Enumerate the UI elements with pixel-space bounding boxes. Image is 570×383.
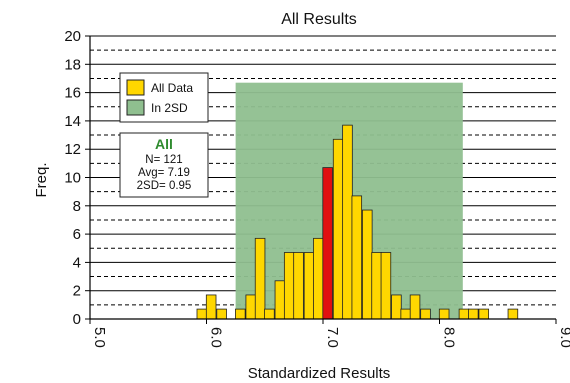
histogram-bar: [235, 308, 246, 320]
histogram-bar: [507, 308, 519, 320]
histogram-bar: [420, 308, 431, 320]
y-tick-label: 14: [64, 113, 81, 130]
y-tick-label: 18: [64, 56, 81, 73]
histogram-bar: [391, 294, 402, 320]
x-tick-label: 5.0: [91, 327, 108, 348]
histogram-bar: [283, 252, 295, 320]
histogram-bar: [293, 252, 304, 320]
histogram-bar: [264, 308, 275, 320]
histogram-bar: [313, 237, 324, 320]
histogram-bar: [409, 294, 421, 320]
legend: All Data In 2SD: [119, 72, 209, 123]
stats-avg: Avg= 7.19: [138, 167, 190, 179]
legend-swatch-in-2sd: [126, 99, 145, 116]
legend-label-in-2sd: In 2SD: [151, 101, 188, 115]
histogram-bar: [303, 252, 315, 320]
y-tick-label: 10: [64, 170, 81, 187]
y-tick-label: 0: [73, 311, 81, 328]
y-tick-labels: 0 2 4 6 8 10 12 14 16 18 20: [64, 28, 90, 328]
histogram-bar: [216, 308, 227, 320]
histogram-bar: [342, 124, 353, 320]
histogram-bar: [458, 308, 470, 320]
y-tick-label: 6: [73, 226, 81, 243]
histogram-bar: [351, 195, 363, 320]
y-tick-label: 16: [64, 85, 81, 102]
stats-2sd: 2SD= 0.95: [137, 180, 192, 192]
stats-heading: All: [155, 136, 173, 152]
y-tick-label: 20: [64, 28, 81, 45]
x-axis-title: Standardized Results: [248, 365, 391, 382]
y-tick-label: 8: [73, 198, 81, 215]
x-tick-label: 8.0: [441, 327, 458, 348]
legend-label-all-data: All Data: [151, 81, 193, 95]
legend-swatch-all-data: [126, 79, 145, 96]
histogram-bar: [371, 252, 382, 320]
x-tick-label: 9.0: [557, 327, 570, 348]
x-tick-labels: 5.0 6.0 7.0 8.0 9.0: [89, 319, 570, 348]
stats-box: All N= 121 Avg= 7.19 2SD= 0.95: [119, 132, 209, 198]
y-tick-label: 12: [64, 141, 81, 158]
histogram-bar: [205, 294, 217, 320]
histogram-bar: [362, 209, 373, 320]
histogram-bar: [196, 308, 208, 320]
histogram-bar: [332, 138, 344, 320]
stats-n: N= 121: [145, 154, 182, 166]
x-tick-label: 6.0: [208, 327, 225, 348]
histogram-bar: [380, 252, 392, 320]
histogram-bar: [478, 308, 490, 320]
y-tick-label: 4: [73, 254, 81, 271]
y-tick-label: 2: [73, 283, 81, 300]
histogram-bar: [438, 308, 450, 320]
histogram-bar: [400, 308, 411, 320]
histogram-bar: [468, 308, 479, 320]
y-axis-title: Freq.: [33, 162, 50, 197]
histogram-bar: [254, 237, 266, 320]
histogram-bar: [274, 280, 286, 320]
histogram-bar: [322, 167, 333, 320]
chart-title: All Results: [281, 11, 357, 28]
stats-frame: [119, 132, 209, 198]
histogram-bar: [245, 294, 257, 320]
x-tick-label: 7.0: [324, 327, 341, 348]
